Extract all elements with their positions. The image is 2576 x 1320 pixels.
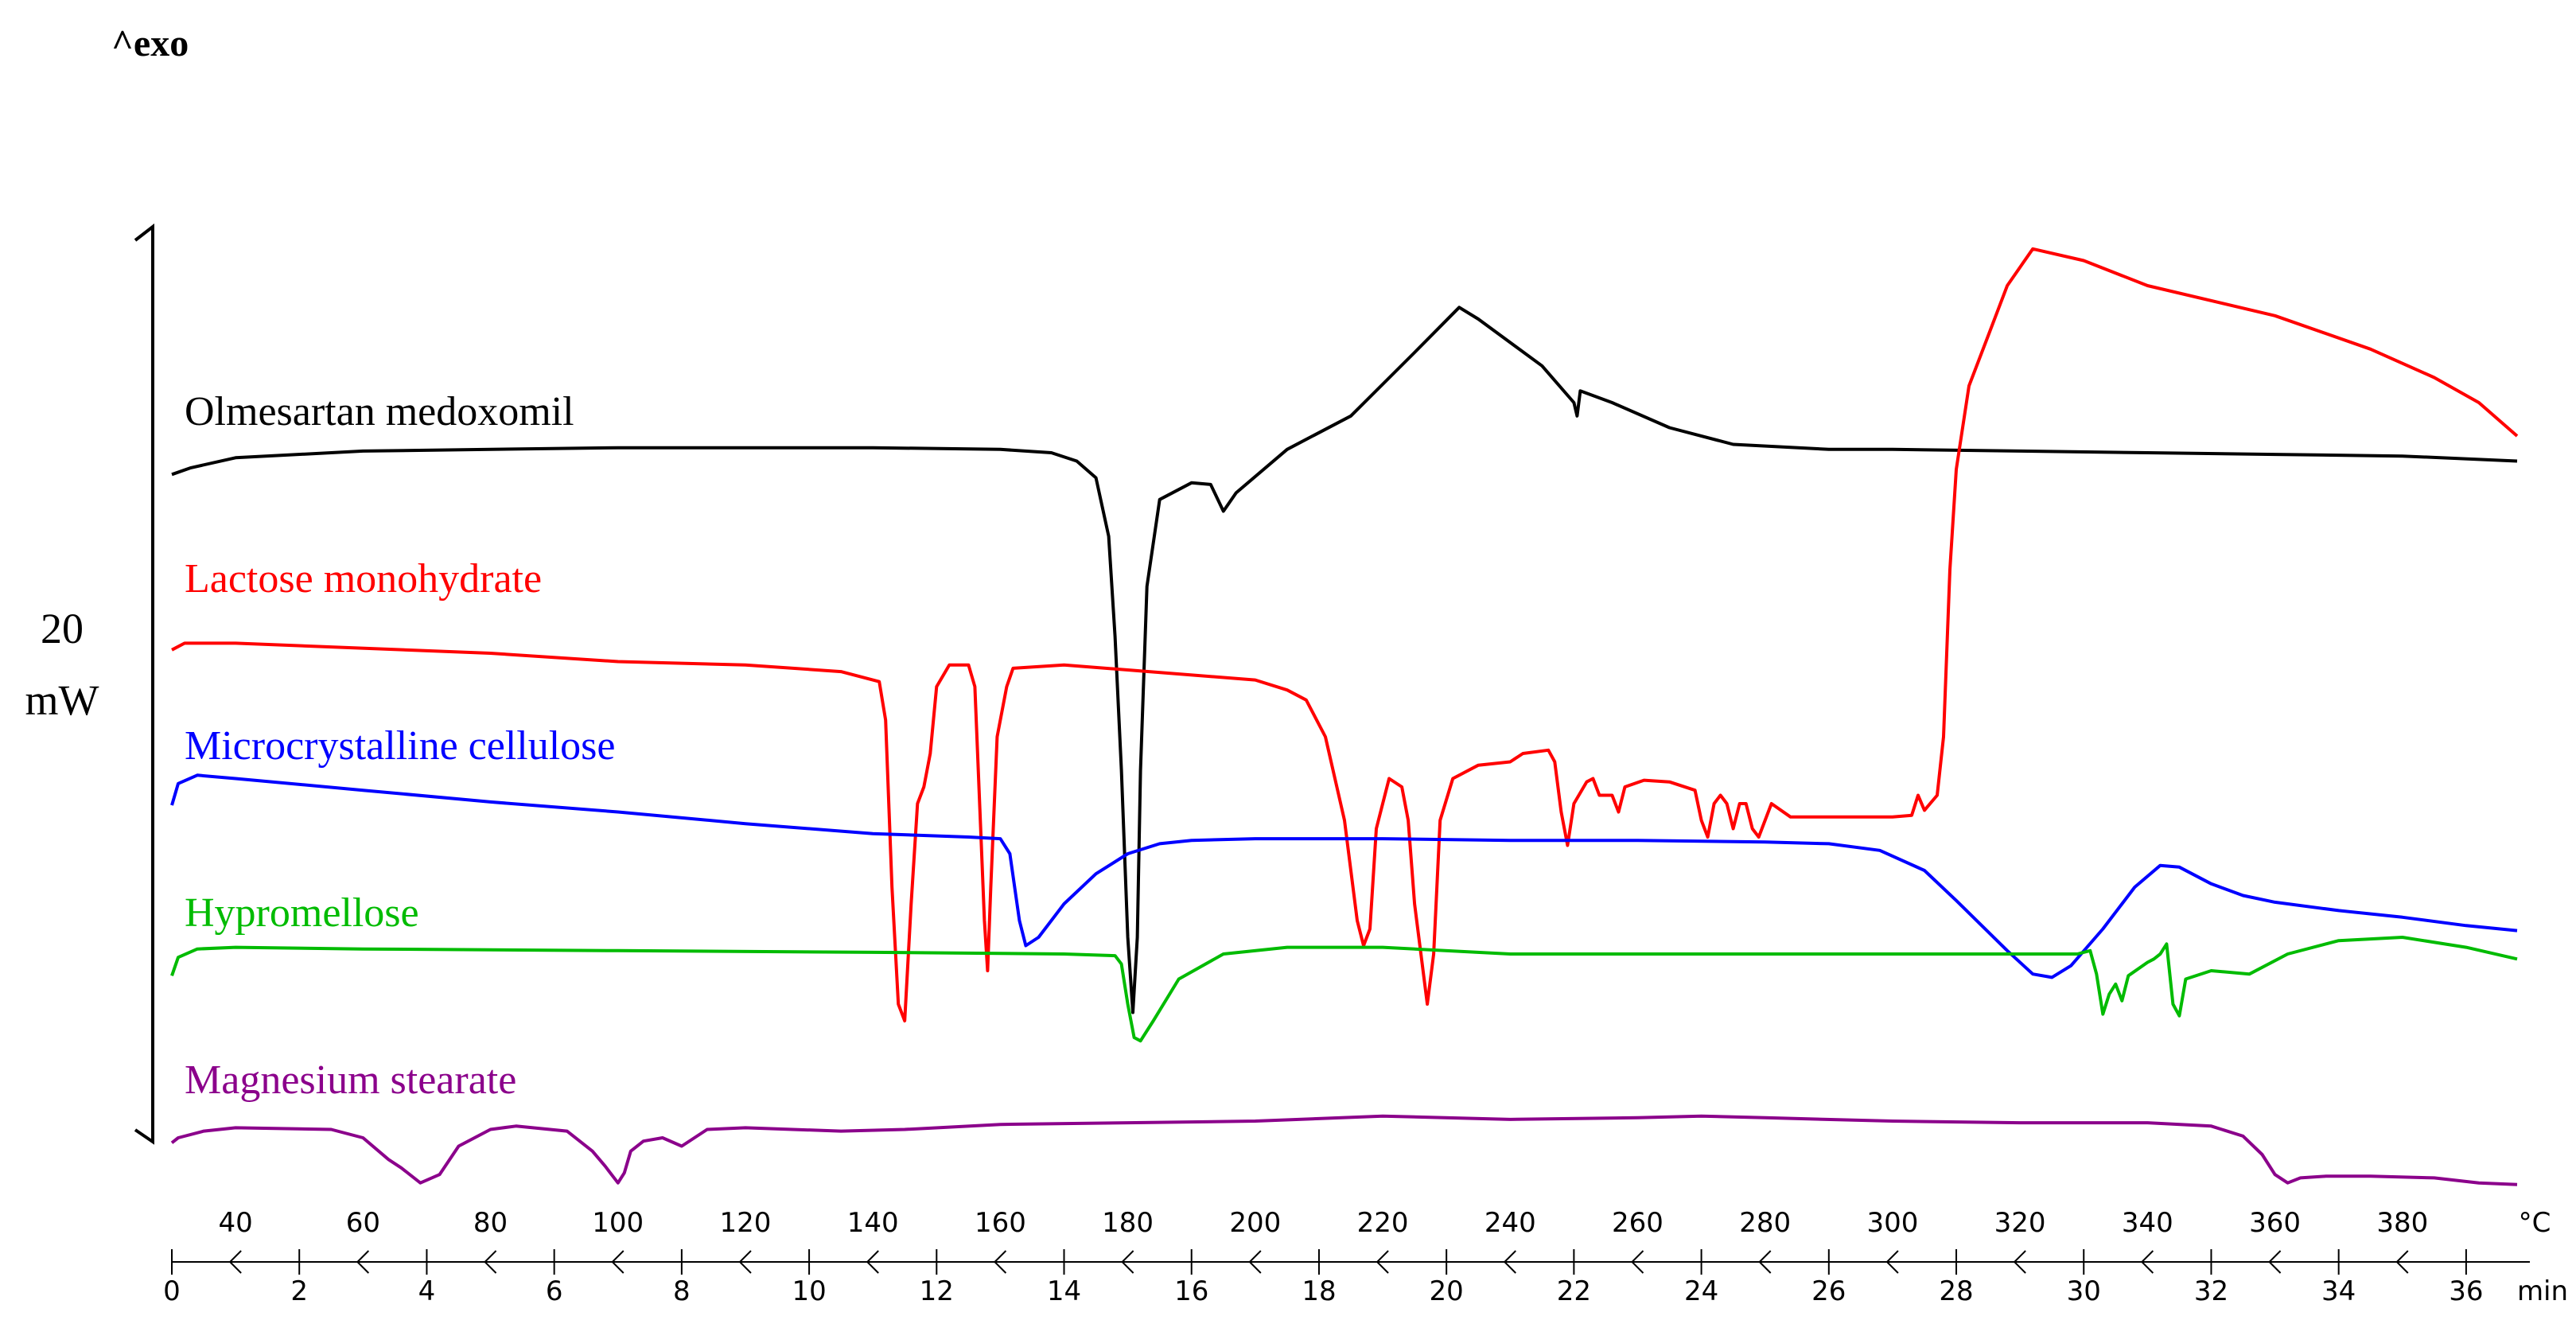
temp-tick-label: 340 [2122, 1207, 2173, 1239]
time-minor-mark [484, 1250, 497, 1274]
time-tick-label: 12 [920, 1275, 954, 1307]
scale-unit: mW [25, 676, 99, 724]
series-microcrystalline-cellulose: Microcrystalline cellulose [170, 723, 2518, 979]
temp-tick-label: 260 [1612, 1207, 1664, 1239]
temp-tick-label: 380 [2376, 1207, 2428, 1239]
time-minor-mark [1631, 1250, 1644, 1274]
time-tick-label: 8 [673, 1275, 691, 1307]
axis-layer: °C min 40 60 80 100 120 140 160 180 200 220 240 260… [163, 1207, 2568, 1307]
scale-bracket [134, 223, 154, 1145]
temp-tick-label: 80 [473, 1207, 508, 1239]
temp-tick-label: 360 [2249, 1207, 2301, 1239]
time-tick-label: 0 [163, 1275, 181, 1307]
series-hypromellose: Hypromellose [170, 890, 2518, 1043]
series-layer: Olmesartan medoxomil Lactose monohydrate M… [170, 247, 2519, 1186]
time-tick-label: 4 [418, 1275, 436, 1307]
time-minor-mark [1503, 1250, 1516, 1274]
time-tick-label: 28 [1939, 1275, 1973, 1307]
temp-tick-label: 280 [1739, 1207, 1791, 1239]
temp-tick-label: 180 [1102, 1207, 1154, 1239]
time-tick-label: 10 [792, 1275, 826, 1307]
series-label-hypromellose: Hypromellose [185, 890, 419, 936]
temp-tick-label: 200 [1229, 1207, 1281, 1239]
time-tick-label: 2 [290, 1275, 308, 1307]
time-minor-mark [356, 1250, 370, 1274]
series-label-olmesartan-medoxomil: Olmesartan medoxomil [185, 389, 574, 434]
series-line-lactose-monohydrate [171, 247, 2519, 1022]
series-olmesartan-medoxomil: Olmesartan medoxomil [171, 306, 2518, 1014]
temp-tick-label: 300 [1866, 1207, 1918, 1239]
exo-label: ^exo [111, 22, 189, 64]
time-minor-mark [1885, 1250, 1899, 1274]
series-line-microcrystalline-cellulose [170, 773, 2518, 979]
time-minor-mark [1376, 1250, 1389, 1274]
time-tick-label: 24 [1684, 1275, 1718, 1307]
time-unit-label: min [2517, 1275, 2568, 1307]
time-tick-label: 20 [1430, 1275, 1464, 1307]
time-minor-mark [2013, 1250, 2026, 1274]
time-tick-label: 18 [1302, 1275, 1336, 1307]
temp-tick-label: 240 [1485, 1207, 1536, 1239]
temp-tick-label: 120 [720, 1207, 772, 1239]
series-label-magnesium-stearate: Magnesium stearate [185, 1057, 516, 1103]
time-minor-mark [2140, 1250, 2154, 1274]
temperature-unit-label: °C [2519, 1207, 2551, 1239]
time-tick-label: 32 [2194, 1275, 2228, 1307]
time-tick-label: 6 [546, 1275, 563, 1307]
time-minor-mark [738, 1250, 752, 1274]
time-minor-mark [611, 1250, 625, 1274]
series-line-olmesartan-medoxomil [171, 306, 2518, 1014]
temp-tick-label: 220 [1357, 1207, 1409, 1239]
series-label-lactose-monohydrate: Lactose monohydrate [185, 556, 542, 602]
time-minor-mark [228, 1250, 242, 1274]
time-tick-label: 34 [2321, 1275, 2356, 1307]
time-tick-label: 26 [1811, 1275, 1846, 1307]
series-magnesium-stearate: Magnesium stearate [170, 1057, 2518, 1186]
time-minor-mark [2395, 1250, 2409, 1274]
time-tick-label: 14 [1047, 1275, 1081, 1307]
time-minor-mark [2268, 1250, 2282, 1274]
series-label-microcrystalline-cellulose: Microcrystalline cellulose [185, 723, 615, 769]
time-minor-mark [1121, 1250, 1134, 1274]
temp-tick-label: 160 [975, 1207, 1026, 1239]
temp-tick-label: 40 [218, 1207, 252, 1239]
time-tick-label: 36 [2449, 1275, 2483, 1307]
temp-tick-label: 60 [346, 1207, 380, 1239]
series-line-hypromellose [170, 936, 2518, 1043]
time-minor-mark [1758, 1250, 1772, 1274]
temp-tick-label: 100 [592, 1207, 644, 1239]
time-minor-mark [993, 1250, 1007, 1274]
series-lactose-monohydrate: Lactose monohydrate [171, 247, 2519, 1022]
temp-tick-label: 140 [847, 1207, 899, 1239]
time-tick-label: 30 [2067, 1275, 2101, 1307]
series-line-magnesium-stearate [170, 1114, 2518, 1186]
time-tick-label: 22 [1557, 1275, 1591, 1307]
scale-bar: 20 mW [25, 223, 154, 1145]
time-minor-mark [1248, 1250, 1262, 1274]
time-minor-mark [866, 1250, 879, 1274]
temp-tick-label: 320 [1994, 1207, 2046, 1239]
scale-value: 20 [41, 605, 84, 652]
time-tick-label: 16 [1174, 1275, 1208, 1307]
